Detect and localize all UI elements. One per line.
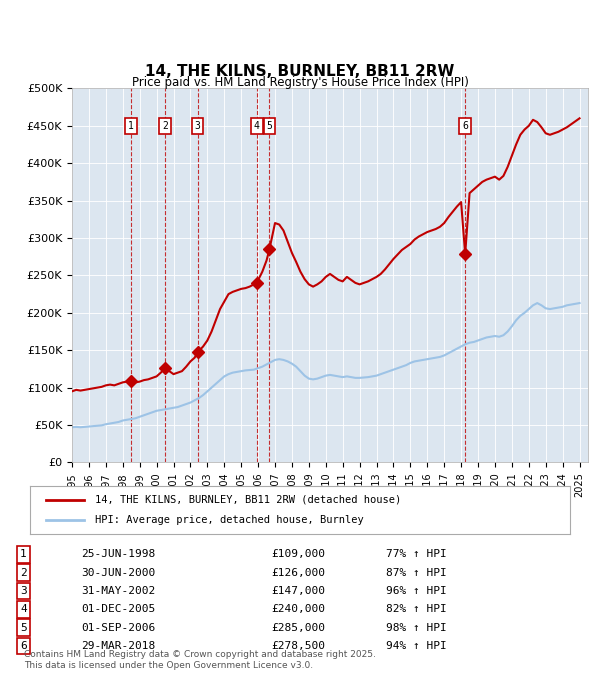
Text: 77% ↑ HPI: 77% ↑ HPI: [386, 549, 447, 560]
Text: 2: 2: [162, 121, 168, 131]
Text: HPI: Average price, detached house, Burnley: HPI: Average price, detached house, Burn…: [95, 515, 364, 526]
Text: 1: 1: [20, 549, 27, 560]
Text: £126,000: £126,000: [271, 568, 325, 577]
Text: 25-JUN-1998: 25-JUN-1998: [81, 549, 155, 560]
Text: 14, THE KILNS, BURNLEY, BB11 2RW: 14, THE KILNS, BURNLEY, BB11 2RW: [145, 64, 455, 79]
Text: £278,500: £278,500: [271, 641, 325, 651]
Text: 1: 1: [128, 121, 134, 131]
Text: £285,000: £285,000: [271, 623, 325, 632]
Text: 94% ↑ HPI: 94% ↑ HPI: [386, 641, 447, 651]
Text: 5: 5: [266, 121, 272, 131]
Text: 87% ↑ HPI: 87% ↑ HPI: [386, 568, 447, 577]
Text: 31-MAY-2002: 31-MAY-2002: [81, 586, 155, 596]
Text: 96% ↑ HPI: 96% ↑ HPI: [386, 586, 447, 596]
Text: 5: 5: [20, 623, 27, 632]
Text: 14, THE KILNS, BURNLEY, BB11 2RW (detached house): 14, THE KILNS, BURNLEY, BB11 2RW (detach…: [95, 494, 401, 505]
Text: 01-DEC-2005: 01-DEC-2005: [81, 605, 155, 614]
Text: Contains HM Land Registry data © Crown copyright and database right 2025.
This d: Contains HM Land Registry data © Crown c…: [24, 650, 376, 670]
Text: 3: 3: [194, 121, 200, 131]
Text: £109,000: £109,000: [271, 549, 325, 560]
Text: £147,000: £147,000: [271, 586, 325, 596]
Text: Price paid vs. HM Land Registry's House Price Index (HPI): Price paid vs. HM Land Registry's House …: [131, 76, 469, 90]
Text: 4: 4: [254, 121, 260, 131]
Text: £240,000: £240,000: [271, 605, 325, 614]
Text: 2: 2: [20, 568, 27, 577]
Text: 98% ↑ HPI: 98% ↑ HPI: [386, 623, 447, 632]
Text: 6: 6: [20, 641, 27, 651]
Text: 82% ↑ HPI: 82% ↑ HPI: [386, 605, 447, 614]
Text: 29-MAR-2018: 29-MAR-2018: [81, 641, 155, 651]
Text: 4: 4: [20, 605, 27, 614]
Text: 6: 6: [462, 121, 468, 131]
Text: 30-JUN-2000: 30-JUN-2000: [81, 568, 155, 577]
Text: 01-SEP-2006: 01-SEP-2006: [81, 623, 155, 632]
Text: 3: 3: [20, 586, 27, 596]
